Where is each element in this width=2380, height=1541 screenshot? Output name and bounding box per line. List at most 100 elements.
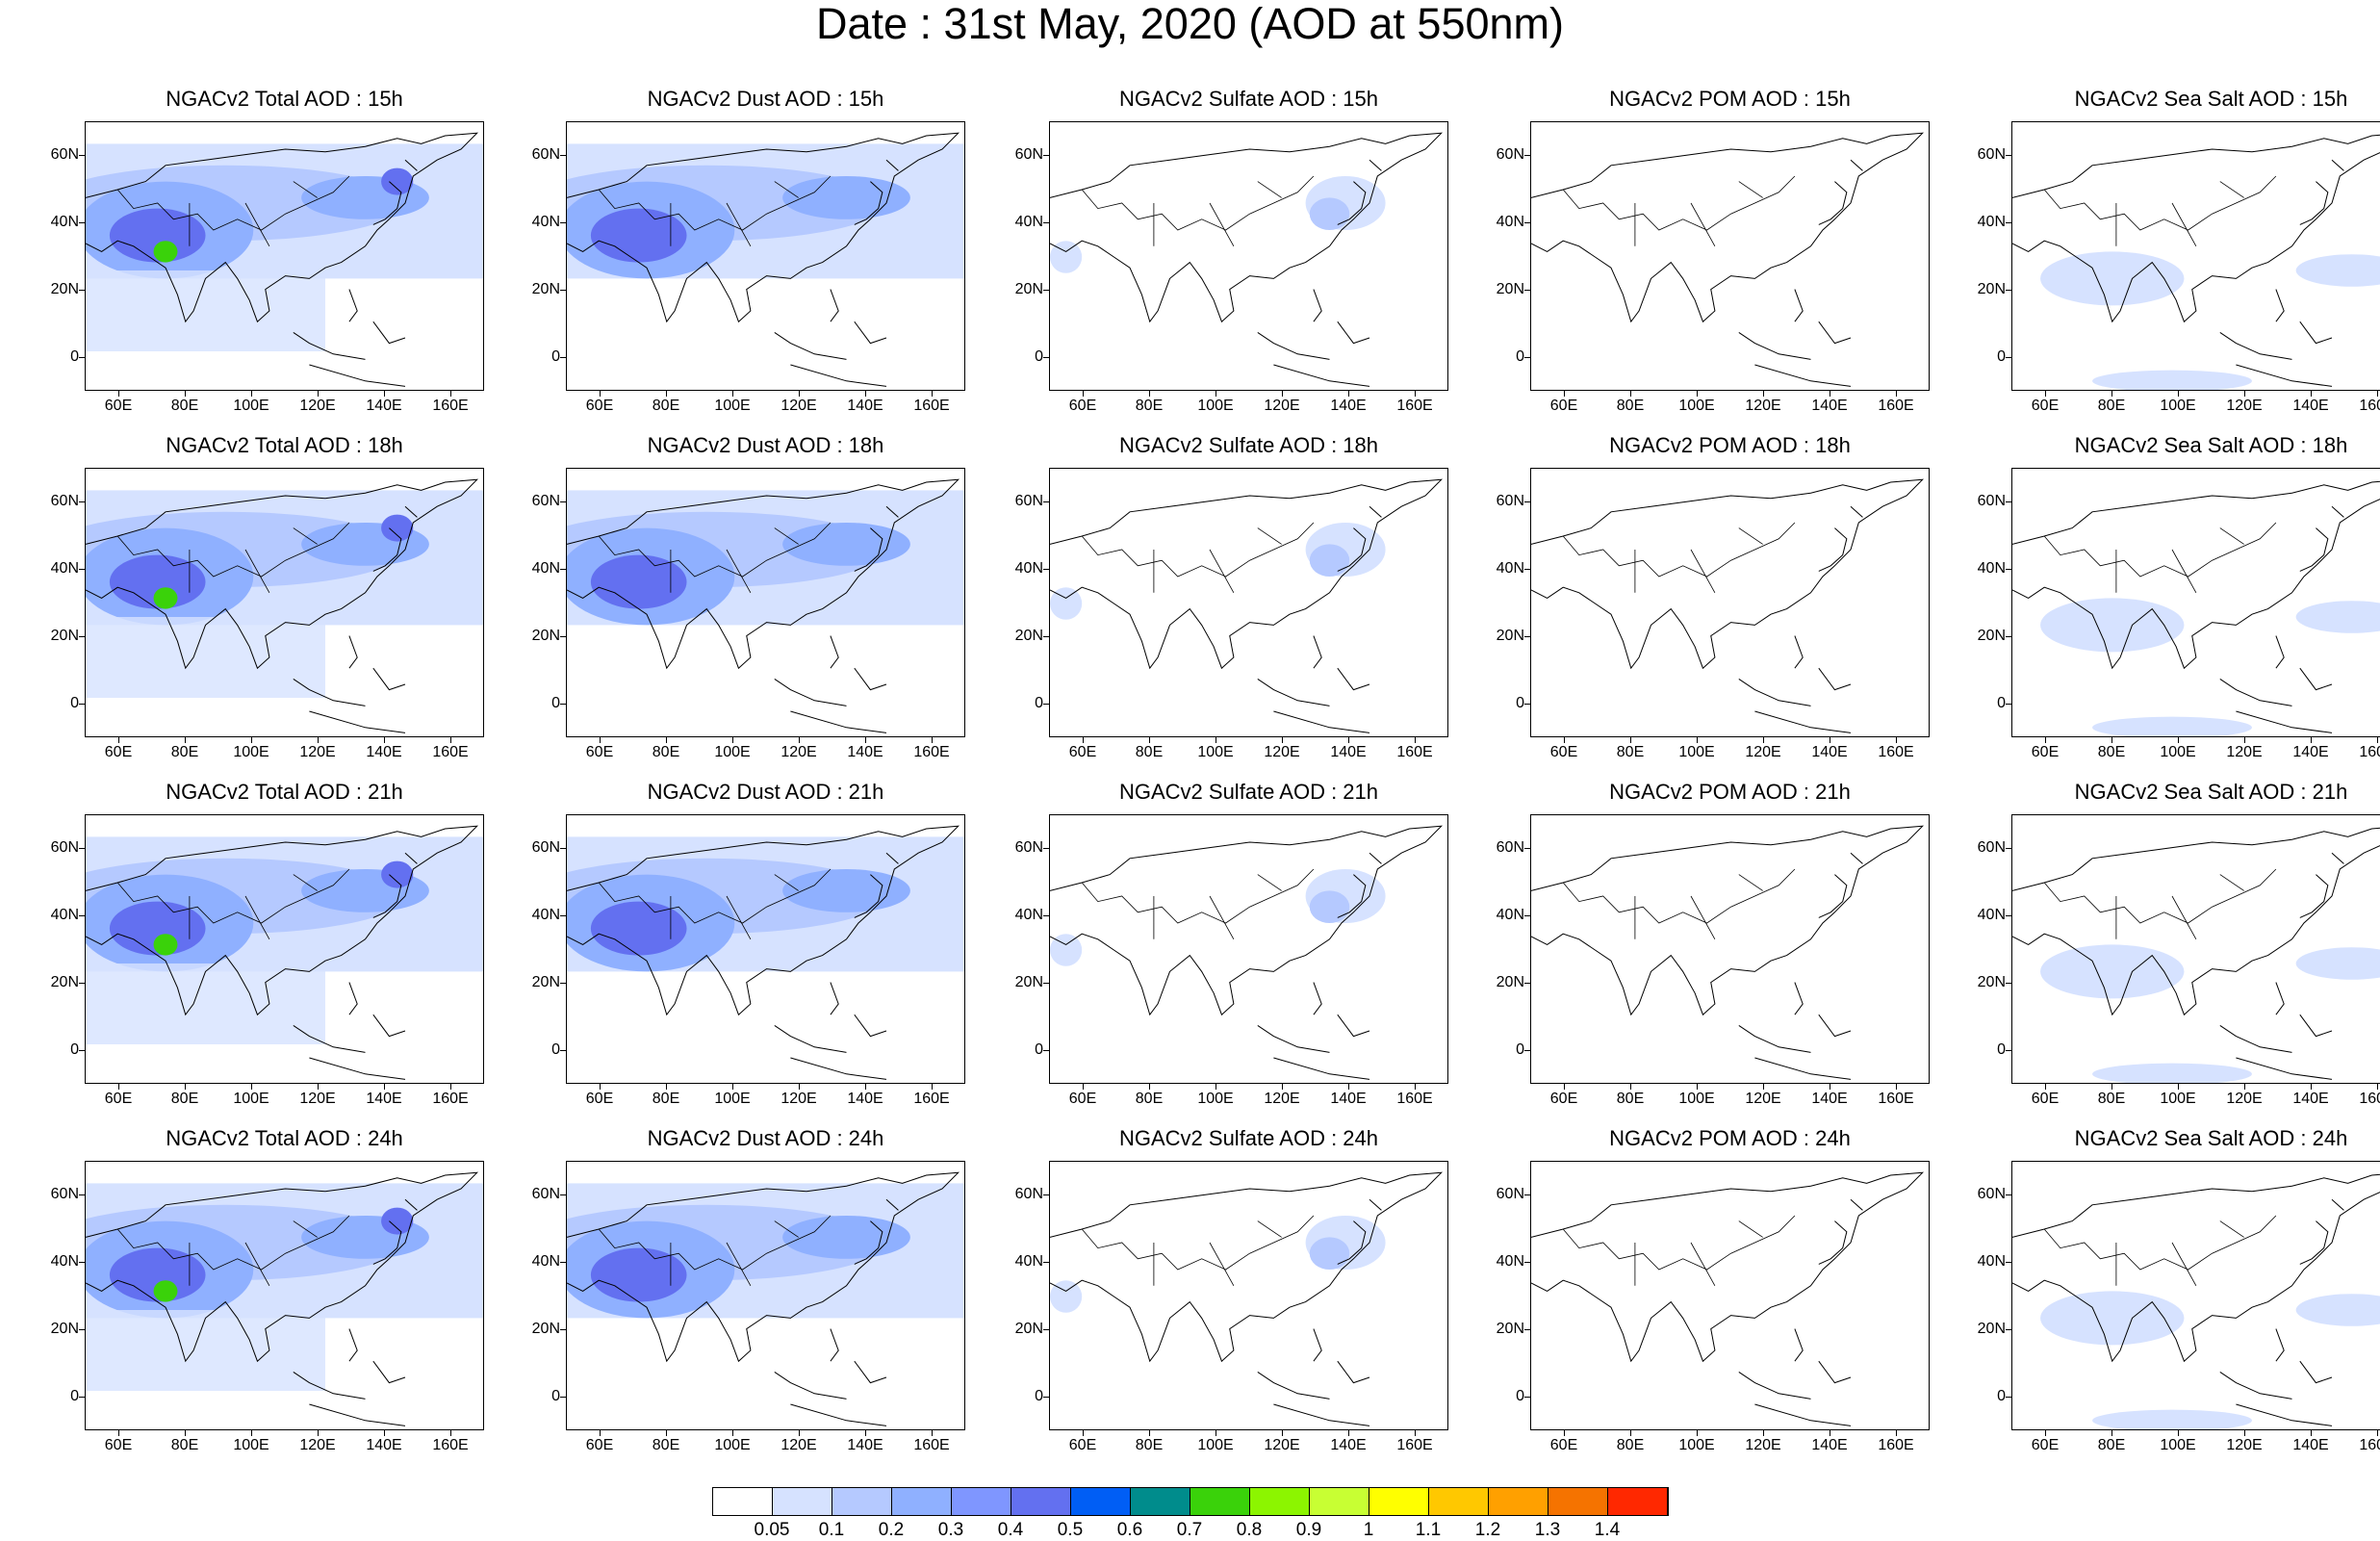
coastline	[1050, 1172, 1442, 1425]
lat-tick	[1043, 1050, 1049, 1051]
aod-field	[567, 143, 964, 279]
lon-tick-label: 140E	[366, 398, 402, 414]
colorbar	[712, 1487, 1669, 1516]
lat-tick-label: 20N	[1977, 281, 2006, 297]
lon-tick-label: 140E	[847, 398, 883, 414]
map-plot-area	[85, 1161, 484, 1430]
colorbar-cell	[1250, 1488, 1310, 1515]
lat-tick	[1524, 704, 1530, 705]
lat-tick	[1524, 569, 1530, 570]
lon-tick-label: 140E	[847, 1091, 883, 1107]
lat-tick-label: 20N	[50, 281, 79, 297]
lon-tick	[2045, 391, 2046, 397]
colorbar-cell	[1429, 1488, 1489, 1515]
lat-tick	[2006, 636, 2011, 637]
colorbar-cell	[1310, 1488, 1369, 1515]
lon-tick-label: 60E	[1549, 398, 1578, 414]
lon-tick	[732, 737, 733, 743]
lat-tick	[1524, 155, 1530, 156]
lon-tick	[2178, 391, 2179, 397]
lat-tick	[2006, 501, 2011, 502]
lon-tick-label: 120E	[2226, 398, 2263, 414]
lon-tick-label: 60E	[1549, 1437, 1578, 1453]
lat-tick-label: 20N	[531, 974, 560, 990]
lat-tick	[79, 1194, 85, 1195]
lat-tick-label: 0	[1035, 348, 1043, 365]
map-plot-area	[2011, 1161, 2380, 1430]
lat-tick-label: 20N	[50, 1321, 79, 1337]
lat-tick	[2006, 1050, 2011, 1051]
aod-field	[1050, 1216, 1386, 1313]
map-panel-seasalt-15h: NGACv2 Sea Salt AOD : 15h 60N 40N 20N 0 60E 8…	[1973, 87, 2380, 420]
lat-tick	[2006, 569, 2011, 570]
map-panel-pom-24h: NGACv2 POM AOD : 24h 60N 40N 20N 0 60E 80E 100…	[1492, 1126, 1930, 1459]
lon-tick-label: 120E	[299, 1091, 336, 1107]
coastline	[567, 1172, 959, 1425]
lat-tick-label: 0	[1997, 348, 2006, 365]
lat-tick	[560, 915, 566, 916]
lon-tick	[932, 1084, 933, 1090]
lon-tick-label: 60E	[585, 1091, 614, 1107]
lon-tick-label: 160E	[2359, 744, 2380, 760]
lon-tick-label: 80E	[1135, 1091, 1164, 1107]
lat-tick	[1043, 1262, 1049, 1263]
map-panel-total-18h: NGACv2 Total AOD : 18h 60N 40N 20N 0 60E 80E 1…	[46, 433, 484, 766]
lon-tick-label: 100E	[714, 398, 751, 414]
lon-tick-label: 80E	[652, 1437, 680, 1453]
map-panel-seasalt-21h: NGACv2 Sea Salt AOD : 21h 60N 40N 20N 0 60E 8…	[1973, 780, 2380, 1113]
map-plot-area	[85, 121, 484, 391]
lon-tick	[1564, 737, 1565, 743]
lon-tick	[799, 391, 800, 397]
panel-title: NGACv2 Sea Salt AOD : 15h	[2074, 87, 2348, 111]
lat-tick	[560, 1397, 566, 1398]
lon-tick-label: 60E	[585, 744, 614, 760]
lat-tick-label: 40N	[50, 907, 79, 923]
lat-tick	[560, 1194, 566, 1195]
map-panel-seasalt-24h: NGACv2 Sea Salt AOD : 24h 60N 40N 20N 0 60E 8…	[1973, 1126, 2380, 1459]
map-plot-area	[2011, 121, 2380, 391]
lon-tick-label: 100E	[1678, 1091, 1715, 1107]
aod-field	[567, 490, 964, 626]
lon-tick	[1564, 391, 1565, 397]
lon-tick-label: 160E	[1878, 398, 1914, 414]
map-panel-dust-18h: NGACv2 Dust AOD : 18h 60N 40N 20N 0 60E 80E 10…	[527, 433, 965, 766]
lat-tick	[1524, 1329, 1530, 1330]
lon-tick	[1282, 1430, 1283, 1436]
lon-tick	[2244, 737, 2245, 743]
lon-tick-label: 160E	[2359, 1437, 2380, 1453]
lon-tick	[1564, 1430, 1565, 1436]
lon-tick	[2111, 391, 2112, 397]
lon-tick-label: 80E	[170, 1437, 199, 1453]
lon-tick-label: 120E	[1745, 1091, 1781, 1107]
map-plot-area	[2011, 468, 2380, 737]
lon-tick	[1630, 1430, 1631, 1436]
lon-tick-label: 140E	[847, 744, 883, 760]
lat-tick-label: 60N	[50, 493, 79, 509]
lat-tick	[560, 848, 566, 849]
lon-tick-label: 120E	[781, 1437, 817, 1453]
lon-tick	[1415, 1430, 1416, 1436]
lat-tick	[2006, 155, 2011, 156]
coastline	[86, 1172, 477, 1425]
lon-tick-label: 60E	[1068, 744, 1097, 760]
lat-tick-label: 40N	[1496, 560, 1524, 577]
lat-tick-label: 20N	[531, 1321, 560, 1337]
lon-tick	[1348, 737, 1349, 743]
aod-field	[86, 490, 483, 698]
lat-tick-label: 20N	[531, 281, 560, 297]
lon-tick	[1348, 1084, 1349, 1090]
lon-tick	[799, 1084, 800, 1090]
lat-tick	[2006, 1262, 2011, 1263]
lat-tick-label: 60N	[50, 1186, 79, 1202]
lat-tick	[1043, 1397, 1049, 1398]
lon-tick	[1149, 391, 1150, 397]
lat-tick-label: 20N	[1014, 1321, 1043, 1337]
map-panel-pom-15h: NGACv2 POM AOD : 15h 60N 40N 20N 0 60E 80E 100…	[1492, 87, 1930, 420]
lat-tick	[1043, 983, 1049, 984]
lon-tick	[185, 737, 186, 743]
panel-title: NGACv2 Dust AOD : 15h	[647, 87, 884, 111]
lat-tick	[2006, 1397, 2011, 1398]
lat-tick	[1043, 636, 1049, 637]
aod-field	[2040, 1291, 2380, 1429]
lat-tick	[560, 357, 566, 358]
